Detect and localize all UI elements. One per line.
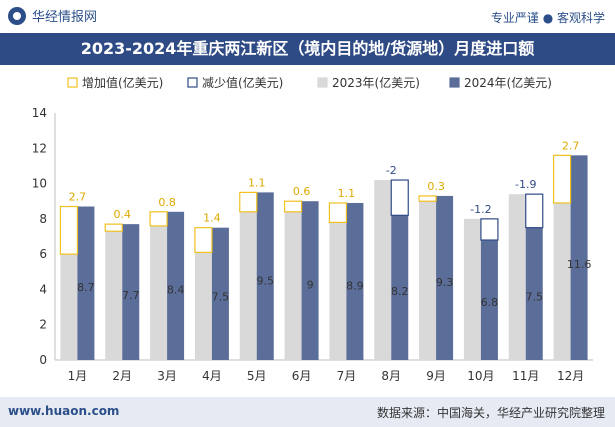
y-tick-label: 4 — [39, 282, 47, 296]
bar-2024 — [346, 202, 364, 360]
change-label: 0.6 — [293, 185, 311, 198]
bar-2024 — [480, 240, 498, 360]
increase-box — [328, 202, 348, 223]
bar-2023 — [374, 180, 392, 360]
bar-2023 — [463, 218, 481, 360]
change-label: 1.4 — [203, 212, 221, 225]
value-label-2024: 9.3 — [436, 276, 454, 289]
bar-2024 — [391, 215, 409, 360]
bar-2024 — [570, 155, 588, 360]
x-tick-label: 3月 — [157, 369, 177, 383]
x-tick-label: 1月 — [68, 369, 88, 383]
increase-box — [418, 195, 437, 202]
y-tick-label: 10 — [32, 177, 47, 191]
x-tick-label: 9月 — [426, 369, 446, 383]
increase-box — [552, 154, 572, 204]
y-tick-label: 0 — [39, 353, 47, 367]
value-label-2024: 7.5 — [212, 290, 230, 303]
bar-2024 — [436, 195, 454, 360]
increase-box — [194, 227, 213, 253]
change-label: -2 — [386, 164, 397, 177]
value-label-2024: 8.9 — [346, 279, 364, 292]
y-tick-label: 6 — [39, 247, 47, 261]
bar-2023 — [553, 202, 571, 360]
footer: www.huaon.com 数据来源：中国海关，华经产业研究院整理 — [0, 397, 615, 427]
value-label-2024: 8.4 — [167, 283, 185, 296]
x-tick-label: 11月 — [512, 369, 539, 383]
change-label: 0.4 — [114, 208, 132, 221]
bar-2023 — [419, 201, 437, 360]
value-label-2024: 8.7 — [77, 281, 95, 294]
value-label-2024: 9.5 — [257, 275, 275, 288]
change-label: -1.9 — [515, 178, 536, 191]
value-label-2024: 9 — [307, 279, 314, 292]
chart-title: 2023-2024年重庆两江新区（境内目的地/货源地）月度进口额 — [80, 39, 535, 58]
y-tick-label: 8 — [39, 212, 47, 226]
bar-2024 — [525, 227, 543, 360]
legend-label: 减少值(亿美元) — [202, 75, 283, 90]
brand-name: 华经情报网 — [32, 10, 98, 25]
change-label: 0.8 — [158, 196, 176, 209]
bar-2024 — [167, 211, 185, 360]
bar-2024 — [301, 201, 319, 360]
bar-2024 — [77, 206, 95, 360]
bar-2024 — [256, 192, 274, 360]
x-tick-label: 2月 — [112, 369, 132, 383]
value-label-2024: 7.5 — [526, 290, 544, 303]
y-tick-label: 14 — [32, 106, 47, 120]
bar-2023 — [508, 194, 526, 360]
legend-swatch — [187, 77, 198, 88]
bar-2023 — [329, 222, 347, 360]
bar-2023 — [284, 211, 302, 360]
legend-swatch — [67, 77, 78, 88]
x-tick-label: 8月 — [381, 369, 401, 383]
bar-2024 — [122, 224, 140, 360]
change-label: 2.7 — [69, 191, 87, 204]
x-tick-label: 4月 — [202, 369, 222, 383]
legend-label: 2024年(亿美元) — [464, 75, 552, 90]
bar-2023 — [105, 231, 123, 360]
x-tick-label: 12月 — [557, 369, 584, 383]
site-url: www.huaon.com — [8, 404, 120, 418]
increase-box — [149, 211, 168, 227]
decrease-box — [390, 179, 409, 216]
bar-2024 — [211, 227, 229, 360]
legend-swatch — [449, 77, 460, 88]
value-label-2024: 11.6 — [567, 258, 592, 271]
x-tick-label: 7月 — [337, 369, 357, 383]
decrease-box — [525, 193, 544, 229]
change-label: 0.3 — [427, 180, 445, 193]
change-label: 1.1 — [338, 187, 356, 200]
bar-2023 — [60, 254, 78, 360]
value-label-2024: 8.2 — [391, 285, 409, 298]
bar-2023 — [194, 252, 212, 360]
change-label: -1.2 — [470, 203, 491, 216]
y-tick-label: 12 — [32, 141, 47, 155]
bar-chart: 0 2 4 6 8 10 12 14 增加值(亿美元) 减少值(亿美元) 2023年(亿美元) 202… — [32, 75, 593, 383]
data-source: 数据来源：中国海关，华经产业研究院整理 — [376, 406, 605, 420]
increase-box — [239, 191, 258, 213]
change-label: 2.7 — [562, 139, 580, 152]
legend-label: 2023年(亿美元) — [332, 75, 420, 90]
y-tick-label: 2 — [39, 318, 47, 332]
x-tick-label: 5月 — [247, 369, 267, 383]
x-tick-label: 6月 — [292, 369, 312, 383]
legend-label: 增加值(亿美元) — [82, 75, 163, 90]
bar-2023 — [239, 211, 257, 360]
x-tick-label: 10月 — [467, 369, 494, 383]
increase-box — [283, 200, 303, 213]
brand-logo-icon — [8, 6, 26, 25]
change-label: 1.1 — [248, 176, 266, 189]
bar-2023 — [150, 225, 168, 360]
value-label-2024: 7.7 — [122, 289, 140, 302]
increase-box — [59, 205, 79, 255]
title-bar: 2023-2024年重庆两江新区（境内目的地/货源地）月度进口额 — [0, 33, 615, 65]
legend-swatch — [317, 77, 328, 88]
increase-box — [104, 223, 123, 232]
decrease-box — [480, 218, 499, 241]
top-bar: 华经情报网 专业严谨 ● 客观科学 — [0, 0, 615, 33]
tagline: 专业严谨 ● 客观科学 — [490, 11, 605, 25]
brand: 华经情报网 — [8, 6, 97, 25]
value-label-2024: 6.8 — [481, 296, 499, 309]
